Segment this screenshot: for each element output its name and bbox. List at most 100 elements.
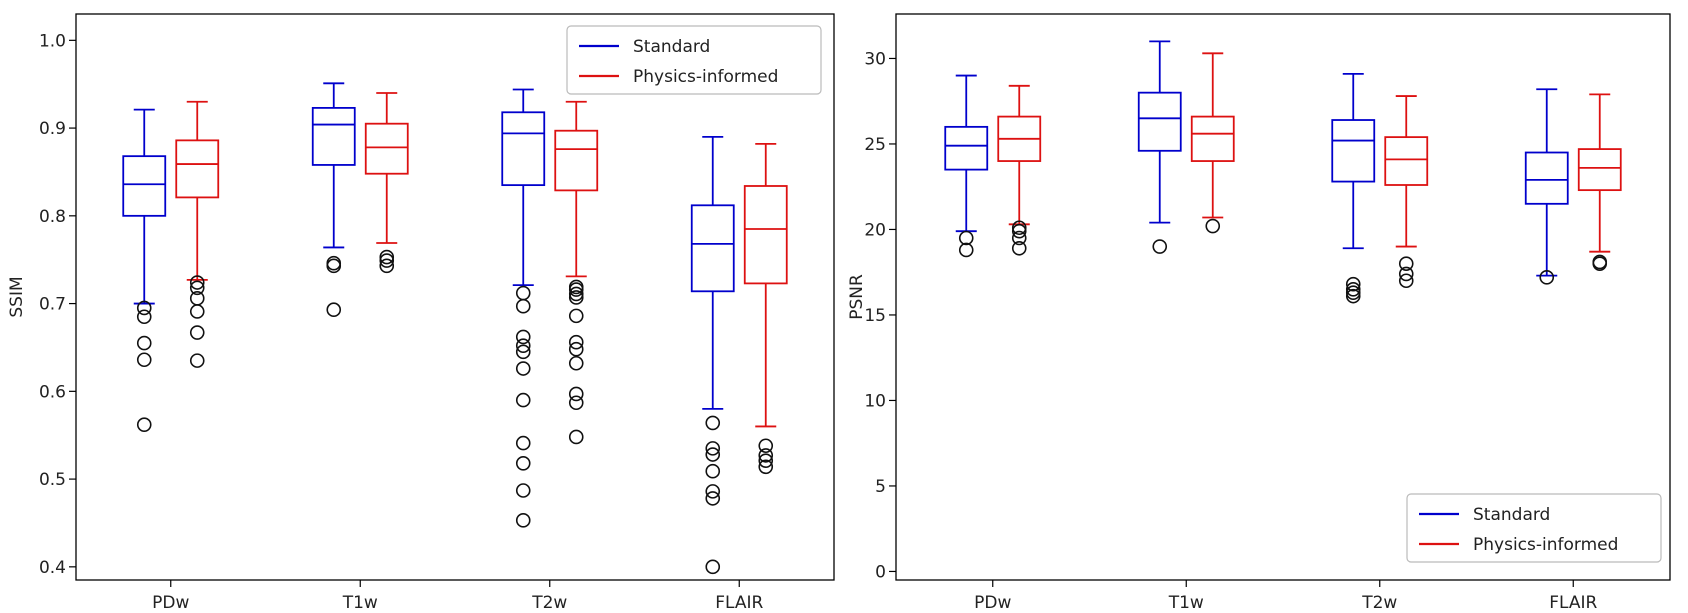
axes-frame: [75, 13, 835, 581]
outlier-point: [568, 395, 584, 411]
outlier-point: [1011, 230, 1027, 246]
box-standard-pdw: [944, 74, 989, 258]
outlier-point: [568, 341, 584, 357]
outlier-point: [705, 484, 721, 499]
y-tick-label: 10: [864, 391, 886, 411]
outlier-point: [568, 386, 584, 402]
outlier-point: [568, 290, 584, 305]
box-iqr: [1524, 151, 1569, 205]
box-iqr: [554, 129, 599, 192]
outlier-point: [705, 491, 721, 506]
outlier-point: [958, 230, 974, 246]
outlier-point: [758, 453, 774, 468]
legend-box: [566, 25, 822, 95]
box-iqr: [743, 185, 788, 285]
legend-label: Physics-informed: [1473, 535, 1618, 555]
y-axis-label: PSNR: [847, 274, 867, 320]
outlier-point: [705, 447, 721, 462]
box-physics-informed-pdw: [997, 84, 1042, 256]
y-tick-label: 0.8: [39, 207, 66, 227]
outlier-point: [1011, 220, 1027, 236]
outlier-point: [515, 455, 531, 471]
box-standard-t2w: [501, 88, 546, 528]
outlier-point: [515, 298, 531, 314]
outlier-point: [326, 302, 342, 318]
box-physics-informed-t2w: [554, 100, 599, 445]
y-tick-label: 5: [875, 477, 886, 497]
outlier-point: [136, 309, 152, 325]
outlier-point: [515, 344, 531, 360]
box-standard-flair: [690, 135, 735, 575]
legend-label: Physics-informed: [633, 67, 778, 87]
outlier-point: [515, 392, 531, 408]
chart-ssim: 0.4 0.5 0.6 0.7 0.8 0.9 1.0 PDw T1w T2w FLAIR SSIM S…: [7, 13, 835, 613]
x-tick-label: PDw: [974, 593, 1011, 613]
outlier-point: [758, 448, 774, 463]
y-tick-label: 30: [864, 49, 886, 69]
outlier-point: [568, 282, 584, 297]
legend: Standard Physics-informed: [1406, 493, 1662, 563]
outlier-point: [1398, 266, 1414, 282]
outlier-point: [758, 438, 774, 454]
outlier-point: [568, 355, 584, 371]
outlier-point: [705, 463, 721, 479]
y-tick-label: 0.7: [39, 295, 66, 315]
box-iqr: [311, 106, 356, 166]
y-tick-label: 25: [864, 135, 886, 155]
outlier-point: [515, 435, 531, 451]
box-iqr: [122, 155, 167, 217]
outlier-point: [1205, 218, 1221, 234]
outlier-point: [189, 353, 205, 368]
box-iqr: [1384, 136, 1429, 186]
outlier-point: [515, 285, 531, 301]
outlier-point: [568, 308, 584, 324]
box-iqr: [944, 125, 989, 171]
outlier-point: [1345, 288, 1361, 304]
outlier-point: [136, 335, 152, 351]
outlier-point: [189, 304, 205, 319]
outlier-point: [136, 300, 152, 316]
outlier-point: [1011, 223, 1027, 239]
outlier-point: [568, 286, 584, 302]
y-tick-label: 0: [875, 562, 886, 582]
outlier-point: [568, 429, 584, 445]
outlier-point: [515, 329, 531, 345]
box-physics-informed-t1w: [364, 92, 409, 274]
x-tick-label: PDw: [152, 593, 189, 613]
x-tick-label: FLAIR: [1549, 593, 1597, 613]
outlier-point: [326, 258, 342, 274]
box-physics-informed-t1w: [1190, 52, 1235, 234]
y-tick-label: 0.6: [39, 382, 66, 402]
box-iqr: [1577, 148, 1622, 192]
outlier-point: [1152, 239, 1168, 254]
legend-label: Standard: [633, 37, 710, 57]
legend-label: Standard: [1473, 505, 1550, 525]
axes-frame: [895, 13, 1671, 581]
legend-box: [1406, 493, 1662, 563]
box-standard-pdw: [122, 108, 167, 432]
y-axis-label: SSIM: [7, 276, 27, 317]
chart-psnr: 0 5 10 15 20 25 30 PDw T1w T2w FLAIR PSNR Standard Ph…: [847, 13, 1671, 613]
x-tick-label: T2w: [531, 593, 567, 613]
outlier-point: [1539, 270, 1555, 285]
box-standard-t2w: [1331, 72, 1376, 304]
outlier-point: [568, 334, 584, 350]
x-tick-label: T1w: [342, 593, 378, 613]
box-iqr: [175, 139, 220, 199]
box-iqr: [501, 111, 546, 187]
box-iqr: [690, 204, 735, 293]
outlier-point: [1345, 282, 1361, 297]
outlier-point: [1011, 240, 1027, 256]
box-standard-flair: [1524, 88, 1569, 285]
y-tick-label: 15: [864, 306, 886, 326]
outlier-point: [379, 253, 395, 268]
outlier-point: [136, 352, 152, 368]
box-physics-informed-t2w: [1384, 95, 1429, 289]
x-tick-label: T2w: [1361, 593, 1397, 613]
outlier-point: [379, 258, 395, 274]
box-physics-informed-flair: [1577, 93, 1622, 271]
outlier-point: [758, 459, 774, 475]
y-tick-label: 0.9: [39, 119, 66, 139]
outlier-point: [705, 559, 721, 575]
